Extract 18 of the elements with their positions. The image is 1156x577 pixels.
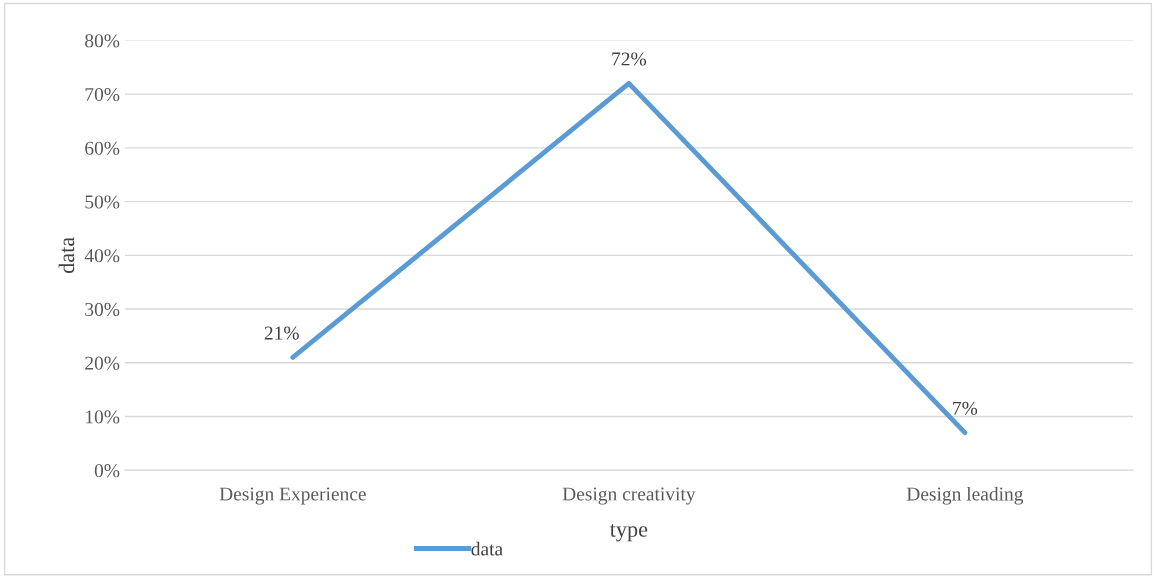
y-tick-label: 0%	[94, 464, 120, 478]
y-tick-label: 40%	[84, 249, 120, 263]
y-tick-label: 70%	[85, 87, 120, 102]
legend-label: data	[471, 541, 503, 556]
data-label: 21%	[264, 326, 299, 340]
data-label: 7%	[953, 401, 978, 415]
x-tick-label: Design creativity	[562, 487, 696, 505]
y-tick-label: 80%	[85, 34, 120, 48]
y-tick-label: 20%	[85, 356, 120, 370]
y-tick-label: 30%	[85, 302, 120, 317]
x-axis-title: type	[609, 524, 648, 542]
data-label: 72%	[612, 52, 647, 66]
y-tick-label: 50%	[85, 195, 120, 209]
x-tick-label: Design leading	[906, 486, 1024, 505]
x-tick-label: Design Experience	[219, 487, 366, 505]
y-axis-title: data	[58, 237, 75, 274]
y-tick-label: 10%	[86, 410, 120, 424]
y-tick-label: 60%	[85, 141, 120, 155]
